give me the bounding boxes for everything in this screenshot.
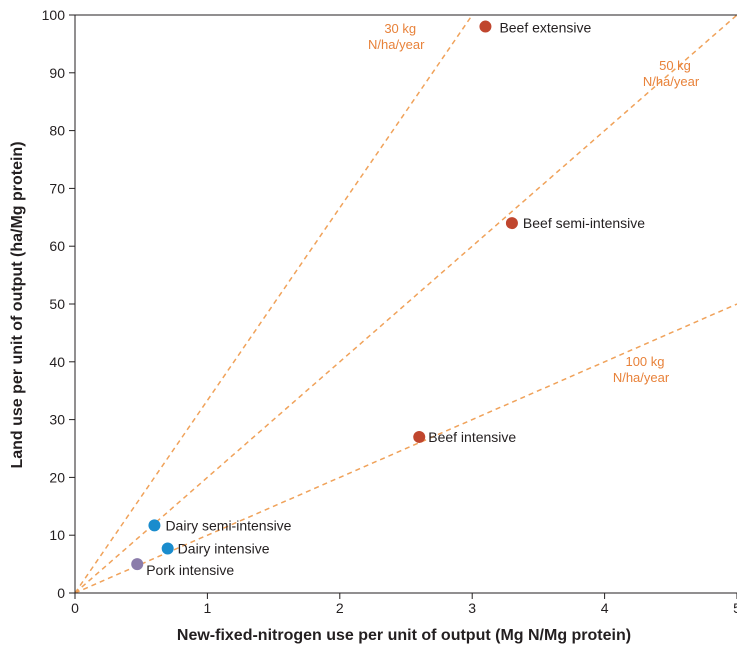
y-tick-label: 20 (49, 469, 65, 485)
data-point (479, 20, 492, 33)
x-tick-label: 4 (601, 600, 609, 616)
data-point-label: Beef semi-intensive (523, 215, 645, 231)
data-point (505, 217, 518, 230)
data-point (131, 558, 144, 571)
data-point-label: Beef intensive (428, 429, 516, 445)
y-tick-label: 50 (49, 296, 65, 312)
data-point-label: Beef extensive (499, 20, 591, 36)
x-tick-label: 2 (336, 600, 344, 616)
y-tick-label: 30 (49, 412, 65, 428)
y-tick-label: 60 (49, 238, 65, 254)
reference-line-label: 100 kg (625, 354, 664, 369)
reference-line-label: 50 kg (659, 58, 691, 73)
x-axis-title: New-fixed-nitrogen use per unit of outpu… (177, 627, 631, 644)
x-tick-label: 3 (468, 600, 476, 616)
x-tick-label: 1 (204, 600, 212, 616)
data-point (148, 519, 161, 532)
data-point (413, 430, 426, 443)
y-tick-label: 70 (49, 180, 65, 196)
data-points: Beef extensive Beef semi-intensive Beef in… (131, 20, 645, 578)
y-tick-label: 10 (49, 527, 65, 543)
y-axis-title: Land use per unit of output (ha/Mg prote… (9, 141, 26, 468)
reference-lines (74, 14, 737, 594)
y-tick-label: 100 (42, 7, 66, 23)
y-tick-label: 80 (49, 123, 65, 139)
reference-line-label: N/ha/year (613, 370, 670, 385)
data-point-label: Dairy intensive (178, 540, 270, 556)
reference-line (74, 303, 737, 594)
reference-line-label: N/ha/year (368, 37, 425, 52)
x-axis-ticks: 0 1 2 3 4 5 (71, 593, 737, 616)
y-tick-label: 0 (57, 585, 65, 601)
reference-line-label: 30 kg (384, 21, 416, 36)
reference-line (74, 14, 737, 594)
reference-line-label: N/ha/year (643, 74, 700, 89)
data-point (161, 542, 174, 555)
x-tick-label: 5 (733, 600, 737, 616)
y-tick-label: 90 (49, 65, 65, 81)
y-axis-ticks: 0 10 20 30 40 50 60 70 80 90 100 (42, 7, 75, 601)
y-tick-label: 40 (49, 354, 65, 370)
x-tick-label: 0 (71, 600, 79, 616)
data-point-label: Dairy semi-intensive (165, 517, 291, 533)
data-point-label: Pork intensive (146, 562, 234, 578)
